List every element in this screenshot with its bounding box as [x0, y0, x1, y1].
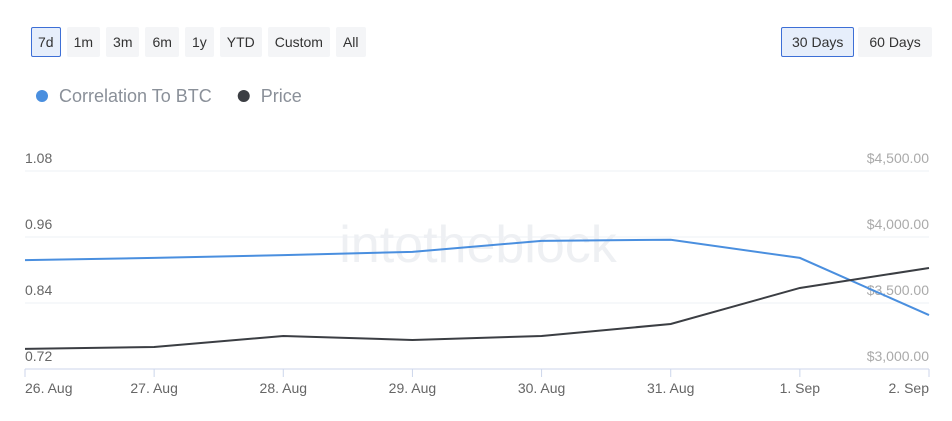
- series-line: [24, 267, 930, 350]
- series-line: [24, 238, 930, 317]
- x-tick-label: 1. Sep: [780, 380, 821, 396]
- range-button[interactable]: All: [335, 27, 366, 57]
- y-tick-label: 0.72: [25, 348, 52, 364]
- y-tick-label: 0.84: [25, 282, 52, 298]
- range-button[interactable]: Custom: [267, 27, 330, 57]
- period-button[interactable]: 60 Days: [858, 27, 932, 57]
- x-tick-label: 30. Aug: [518, 380, 566, 396]
- legend-marker: [36, 90, 48, 102]
- range-button[interactable]: 1m: [66, 27, 101, 57]
- x-tick-label: 29. Aug: [389, 380, 437, 396]
- range-buttons: 7d 1m 3m 6m 1y YTD Custom All: [31, 27, 366, 57]
- y2-tick-label: $3,500.00: [867, 282, 929, 298]
- y-tick-label: 0.96: [25, 216, 52, 232]
- range-button[interactable]: 1y: [184, 27, 214, 57]
- range-button[interactable]: YTD: [219, 27, 262, 57]
- x-tick-label: 2. Sep: [889, 380, 930, 396]
- legend-marker: [237, 90, 250, 102]
- y2-tick-label: $4,000.00: [867, 216, 929, 232]
- period-buttons: 30 Days 60 Days: [781, 27, 932, 57]
- x-tick-label: 28. Aug: [260, 380, 308, 396]
- y2-tick-label: $4,500.00: [867, 150, 929, 166]
- range-button[interactable]: 7d: [31, 27, 61, 57]
- legend-label: Price: [261, 86, 302, 106]
- range-button[interactable]: 6m: [145, 27, 179, 57]
- y-tick-label: 1.08: [25, 150, 52, 166]
- legend-label: Correlation To BTC: [59, 86, 212, 106]
- x-tick-label: 31. Aug: [647, 380, 695, 396]
- range-button[interactable]: 3m: [106, 27, 140, 57]
- x-tick-label: 27. Aug: [130, 380, 178, 396]
- y2-tick-label: $3,000.00: [867, 348, 929, 364]
- watermark: intotheblock: [339, 216, 618, 274]
- period-button[interactable]: 30 Days: [781, 27, 855, 57]
- x-tick-label: 26. Aug: [25, 380, 73, 396]
